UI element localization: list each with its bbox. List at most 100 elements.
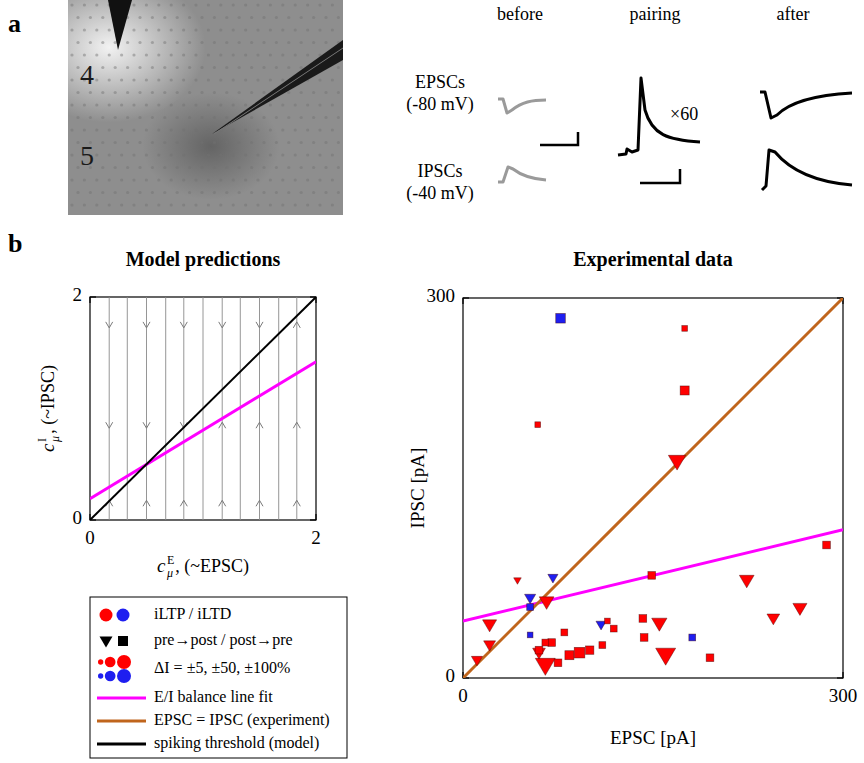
texture — [269, 153, 272, 156]
texture — [225, 141, 228, 144]
texture — [306, 53, 309, 56]
texture — [269, 203, 272, 206]
texture — [70, 178, 73, 181]
texture — [151, 141, 154, 144]
texture — [275, 66, 278, 69]
texture — [281, 53, 284, 56]
texture — [176, 66, 179, 69]
texture — [145, 178, 148, 181]
square-point — [527, 632, 533, 638]
axis-title-sub: μ — [48, 436, 62, 443]
texture — [120, 103, 123, 106]
flow-arrow — [180, 322, 187, 328]
texture — [200, 41, 203, 44]
texture — [170, 103, 173, 106]
square-point — [556, 313, 566, 323]
texture — [182, 103, 185, 106]
square-point — [542, 639, 549, 646]
texture — [294, 28, 297, 31]
texture — [76, 16, 79, 19]
texture — [213, 66, 216, 69]
texture — [138, 16, 141, 19]
texture — [306, 103, 309, 106]
texture — [300, 16, 303, 19]
axis-title: IPSC [pA] — [407, 448, 428, 529]
column-head: pairing — [630, 4, 681, 24]
texture — [256, 203, 259, 206]
legend-marker — [118, 636, 128, 646]
texture — [262, 166, 265, 169]
texture — [89, 116, 92, 119]
texture — [157, 178, 160, 181]
texture — [151, 66, 154, 69]
texture — [126, 166, 129, 169]
texture — [238, 191, 241, 194]
layer-label: 4 — [80, 59, 94, 90]
texture — [108, 178, 111, 181]
scale-bar — [540, 132, 578, 145]
texture — [200, 66, 203, 69]
texture — [200, 91, 203, 94]
texture — [83, 3, 86, 6]
texture — [306, 178, 309, 181]
triangle-point — [535, 658, 555, 675]
y-tick-label: 0 — [73, 507, 83, 528]
experiment-chart: 03000300Experimental dataEPSC [pA]IPSC [… — [407, 248, 857, 748]
legend-box — [90, 597, 347, 758]
texture — [331, 103, 334, 106]
flow-arrow — [143, 422, 150, 428]
texture — [145, 53, 148, 56]
texture — [138, 41, 141, 44]
texture — [145, 203, 148, 206]
texture — [287, 41, 290, 44]
micrograph — [68, 0, 343, 215]
square-point — [640, 634, 648, 642]
texture — [219, 53, 222, 56]
texture — [138, 91, 141, 94]
axis-title: cEμ, (~EPSC) — [157, 553, 249, 580]
legend-marker — [100, 609, 113, 622]
texture — [83, 128, 86, 131]
triangle-point — [471, 656, 482, 665]
texture — [95, 28, 98, 31]
texture — [306, 28, 309, 31]
texture — [312, 116, 315, 119]
texture — [287, 141, 290, 144]
texture — [287, 116, 290, 119]
texture — [306, 203, 309, 206]
texture — [256, 3, 259, 6]
legend-size-marker — [105, 657, 116, 668]
texture — [337, 66, 340, 69]
texture — [269, 3, 272, 6]
texture — [70, 103, 73, 106]
texture — [281, 203, 284, 206]
texture — [151, 116, 154, 119]
texture — [89, 191, 92, 194]
texture — [101, 191, 104, 194]
texture — [170, 28, 173, 31]
texture — [95, 203, 98, 206]
legend-size-marker — [98, 659, 103, 664]
texture — [306, 153, 309, 156]
texture — [70, 53, 73, 56]
texture — [194, 28, 197, 31]
flow-line — [296, 297, 297, 520]
column-head: before — [497, 4, 543, 24]
texture — [300, 66, 303, 69]
triangle-point — [484, 641, 496, 651]
texture — [194, 153, 197, 156]
texture — [70, 78, 73, 81]
texture — [83, 28, 86, 31]
texture — [225, 41, 228, 44]
texture — [182, 78, 185, 81]
texture — [306, 3, 309, 6]
texture — [294, 128, 297, 131]
texture — [194, 203, 197, 206]
texture — [225, 166, 228, 169]
texture — [89, 91, 92, 94]
axis-title-sub: μ — [166, 566, 173, 580]
flow-arrow — [293, 322, 300, 328]
texture — [269, 128, 272, 131]
triangle-point — [539, 597, 554, 610]
legend-label: ΔI = ±5, ±50, ±100% — [154, 659, 290, 676]
